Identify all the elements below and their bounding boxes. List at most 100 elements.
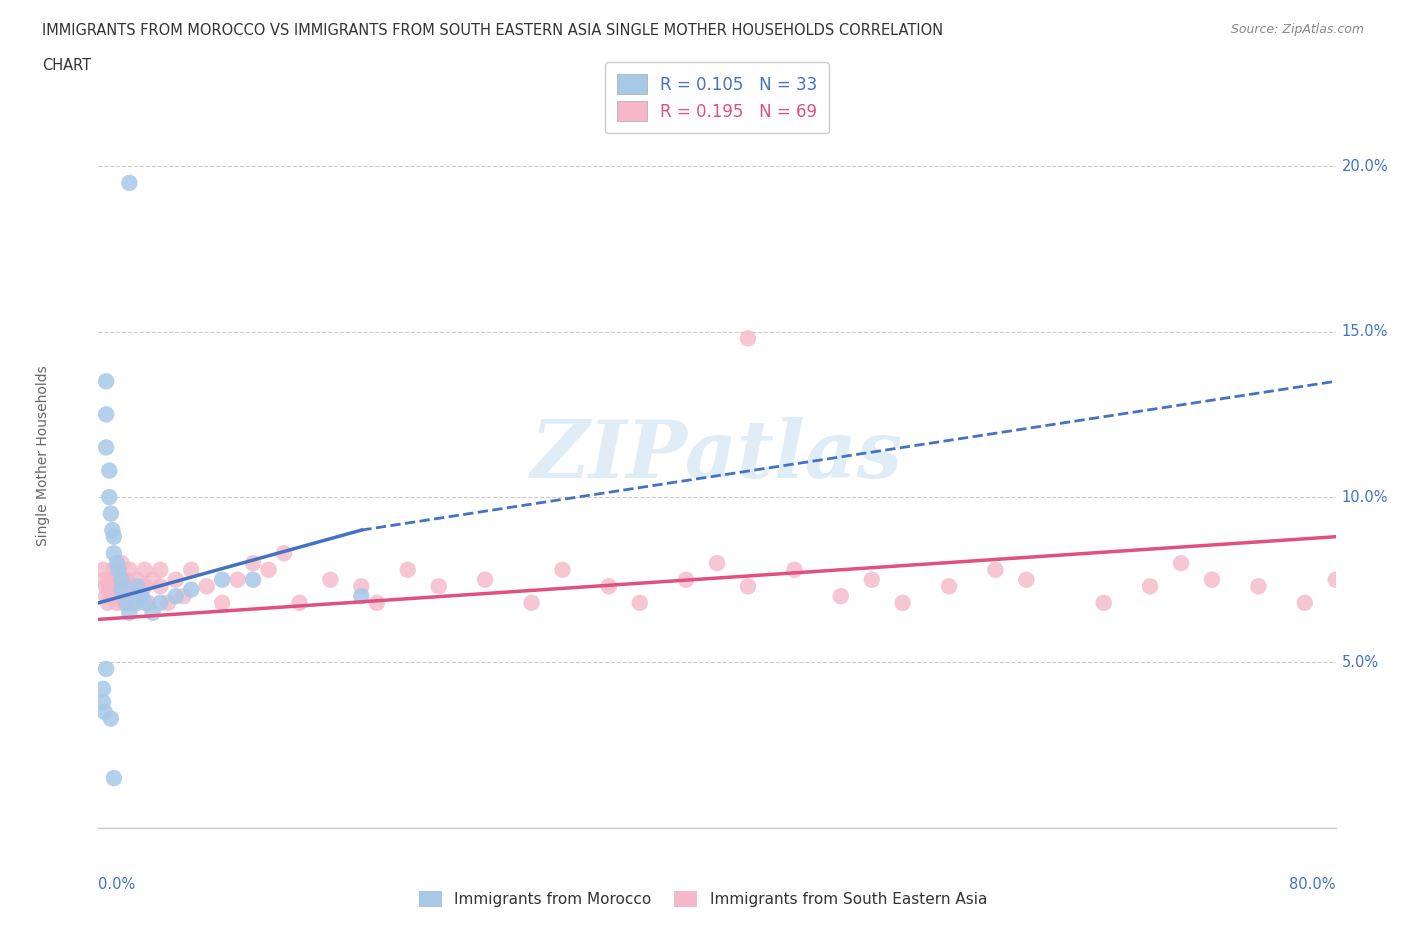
Text: ZIPatlas: ZIPatlas xyxy=(531,417,903,495)
Point xyxy=(115,595,138,610)
Point xyxy=(103,771,125,786)
Point xyxy=(96,661,118,676)
Point xyxy=(127,572,149,587)
Point xyxy=(675,572,697,587)
Point xyxy=(96,374,118,389)
Point xyxy=(165,572,187,587)
Point xyxy=(891,595,914,610)
Point xyxy=(860,572,883,587)
Point xyxy=(96,578,118,593)
Point xyxy=(103,546,125,561)
Point xyxy=(96,589,118,604)
Text: 0.0%: 0.0% xyxy=(98,877,135,892)
Text: 5.0%: 5.0% xyxy=(1341,655,1379,670)
Point xyxy=(103,563,125,578)
Point xyxy=(242,572,264,587)
Point xyxy=(111,556,132,571)
Point xyxy=(350,578,373,593)
Point xyxy=(115,589,138,604)
Text: 80.0%: 80.0% xyxy=(1289,877,1336,892)
Point xyxy=(172,589,194,604)
Point xyxy=(134,578,156,593)
Point xyxy=(134,595,156,610)
Point xyxy=(180,582,202,597)
Point xyxy=(107,572,129,587)
Point xyxy=(98,463,121,478)
Point xyxy=(242,556,264,571)
Point xyxy=(101,523,124,538)
Point xyxy=(737,331,759,346)
Point xyxy=(118,605,141,620)
Point xyxy=(91,695,114,710)
Legend: Immigrants from Morocco, Immigrants from South Eastern Asia: Immigrants from Morocco, Immigrants from… xyxy=(413,884,993,913)
Point xyxy=(1324,572,1347,587)
Point xyxy=(96,407,118,422)
Point xyxy=(91,682,114,697)
Point xyxy=(1294,595,1316,610)
Text: 15.0%: 15.0% xyxy=(1341,325,1388,339)
Point xyxy=(1092,595,1115,610)
Point xyxy=(103,582,125,597)
Point xyxy=(706,556,728,571)
Point xyxy=(551,563,574,578)
Point xyxy=(1247,578,1270,593)
Point xyxy=(100,711,122,726)
Point xyxy=(118,176,141,191)
Point xyxy=(783,563,806,578)
Text: Single Mother Households: Single Mother Households xyxy=(35,365,49,546)
Point xyxy=(131,589,153,604)
Point xyxy=(96,440,118,455)
Point xyxy=(157,595,180,610)
Point xyxy=(103,529,125,544)
Text: 10.0%: 10.0% xyxy=(1341,489,1388,505)
Point xyxy=(366,595,388,610)
Point xyxy=(1015,572,1038,587)
Point xyxy=(112,595,135,610)
Point xyxy=(830,589,852,604)
Point xyxy=(938,578,960,593)
Point xyxy=(136,595,159,610)
Point xyxy=(273,546,295,561)
Point xyxy=(91,563,114,578)
Point xyxy=(628,595,651,610)
Point xyxy=(598,578,620,593)
Point xyxy=(141,605,165,620)
Point xyxy=(115,572,138,587)
Point xyxy=(93,705,115,720)
Text: Source: ZipAtlas.com: Source: ZipAtlas.com xyxy=(1230,23,1364,36)
Point xyxy=(97,595,120,610)
Point xyxy=(195,578,218,593)
Point xyxy=(520,595,543,610)
Point xyxy=(180,563,202,578)
Point xyxy=(396,563,419,578)
Point xyxy=(134,563,156,578)
Point xyxy=(149,595,172,610)
Point xyxy=(118,578,141,593)
Point xyxy=(1139,578,1161,593)
Point xyxy=(226,572,249,587)
Point xyxy=(984,563,1007,578)
Point xyxy=(211,572,233,587)
Point xyxy=(98,582,121,597)
Text: CHART: CHART xyxy=(42,58,91,73)
Point xyxy=(350,589,373,604)
Point xyxy=(127,578,149,593)
Point xyxy=(111,578,132,593)
Point xyxy=(141,572,165,587)
Text: 20.0%: 20.0% xyxy=(1341,159,1389,174)
Point xyxy=(1201,572,1223,587)
Point xyxy=(100,506,122,521)
Point xyxy=(211,595,233,610)
Point xyxy=(93,572,115,587)
Point xyxy=(149,563,172,578)
Point xyxy=(107,563,129,578)
Point xyxy=(737,578,759,593)
Point xyxy=(165,589,187,604)
Point xyxy=(149,578,172,593)
Point xyxy=(100,572,122,587)
Point xyxy=(105,595,128,610)
Point xyxy=(103,572,125,587)
Point xyxy=(121,595,143,610)
Point xyxy=(111,572,132,587)
Point xyxy=(288,595,311,610)
